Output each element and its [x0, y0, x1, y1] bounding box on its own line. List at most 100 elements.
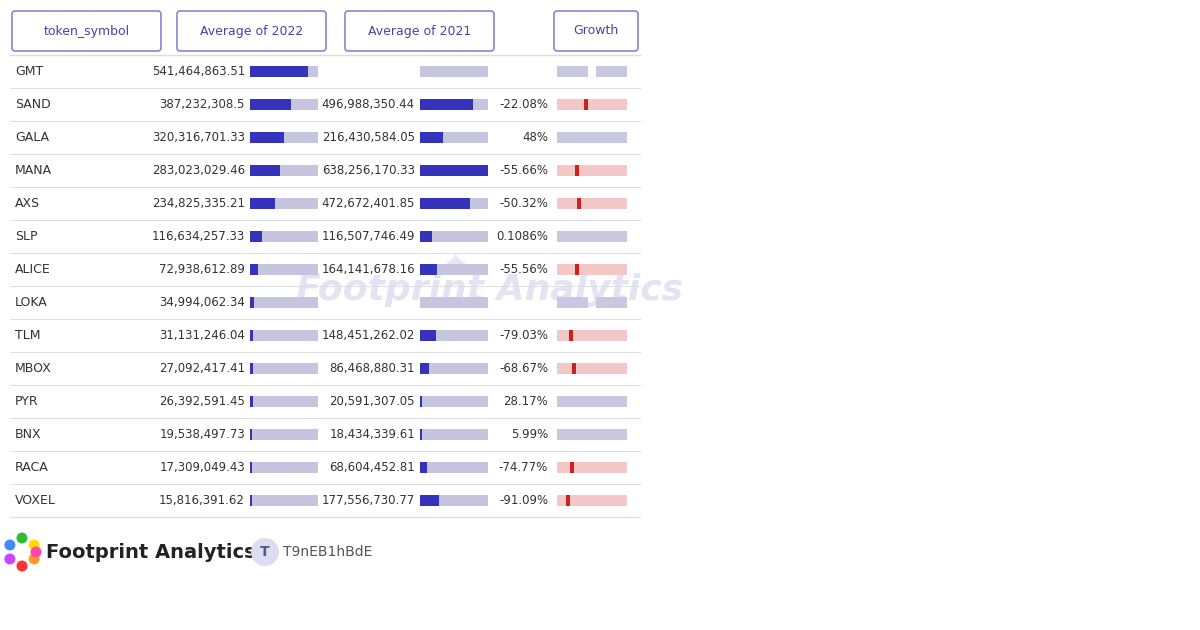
Text: 164,141,678.16: 164,141,678.16 — [322, 263, 415, 276]
Text: Footprint Analytics: Footprint Analytics — [46, 542, 256, 561]
Bar — [571, 364, 576, 374]
Text: BNX: BNX — [14, 428, 42, 441]
Text: T: T — [260, 545, 270, 559]
FancyBboxPatch shape — [554, 11, 638, 51]
Bar — [250, 297, 253, 308]
Bar — [557, 198, 628, 209]
Text: 320,316,701.33: 320,316,701.33 — [152, 131, 245, 144]
Circle shape — [29, 539, 40, 551]
Bar — [557, 99, 628, 110]
Bar — [420, 364, 430, 374]
Bar — [250, 132, 318, 143]
Text: 116,634,257.33: 116,634,257.33 — [151, 230, 245, 243]
Circle shape — [5, 539, 16, 551]
Text: 34,994,062.34: 34,994,062.34 — [160, 296, 245, 309]
Circle shape — [251, 538, 278, 566]
Bar — [557, 66, 588, 77]
Bar — [250, 429, 318, 440]
Text: TLM: TLM — [14, 329, 41, 342]
Bar — [420, 99, 488, 110]
Text: Growth: Growth — [574, 25, 619, 38]
Bar — [250, 264, 318, 275]
Bar — [557, 330, 628, 341]
Text: 15,816,391.62: 15,816,391.62 — [160, 494, 245, 507]
Bar — [420, 165, 488, 176]
Circle shape — [29, 554, 40, 564]
Bar — [250, 495, 318, 506]
Text: -55.56%: -55.56% — [499, 263, 548, 276]
FancyBboxPatch shape — [346, 11, 494, 51]
Text: -50.32%: -50.32% — [499, 197, 548, 210]
Text: ✦: ✦ — [443, 251, 468, 280]
Bar — [250, 396, 253, 407]
Text: Average of 2022: Average of 2022 — [200, 25, 304, 38]
Text: 472,672,401.85: 472,672,401.85 — [322, 197, 415, 210]
Bar — [250, 66, 318, 77]
Bar — [569, 330, 572, 341]
Bar — [420, 429, 422, 440]
Bar — [577, 198, 581, 209]
Bar — [420, 495, 488, 506]
Text: MBOX: MBOX — [14, 362, 52, 375]
Bar — [420, 99, 473, 110]
Bar — [557, 297, 588, 308]
Bar — [420, 66, 488, 77]
Bar — [250, 495, 252, 506]
Bar — [420, 495, 439, 506]
Bar — [250, 364, 318, 374]
Bar — [557, 132, 628, 143]
Bar — [250, 132, 284, 143]
Bar — [420, 330, 488, 341]
Text: 638,256,170.33: 638,256,170.33 — [322, 164, 415, 177]
Text: 17,309,049.43: 17,309,049.43 — [160, 461, 245, 474]
Bar — [250, 231, 263, 242]
Text: -74.77%: -74.77% — [499, 461, 548, 474]
Text: 26,392,591.45: 26,392,591.45 — [160, 395, 245, 408]
Text: 5.99%: 5.99% — [511, 428, 548, 441]
Bar — [575, 264, 580, 275]
Bar — [250, 330, 253, 341]
Text: 541,464,863.51: 541,464,863.51 — [151, 65, 245, 78]
Bar — [420, 429, 488, 440]
Bar — [420, 297, 488, 308]
Text: ALICE: ALICE — [14, 263, 50, 276]
Bar — [420, 231, 488, 242]
Bar — [250, 99, 292, 110]
Bar — [420, 132, 488, 143]
Text: 20,591,307.05: 20,591,307.05 — [330, 395, 415, 408]
Text: 234,825,335.21: 234,825,335.21 — [152, 197, 245, 210]
Bar — [250, 99, 318, 110]
Text: 28.17%: 28.17% — [503, 395, 548, 408]
Text: SAND: SAND — [14, 98, 50, 111]
Bar — [420, 364, 488, 374]
Bar — [420, 198, 488, 209]
Bar — [557, 364, 628, 374]
Bar — [250, 429, 252, 440]
Bar — [420, 330, 436, 341]
Bar — [584, 99, 588, 110]
Bar — [250, 198, 318, 209]
Text: VOXEL: VOXEL — [14, 494, 56, 507]
Text: 148,451,262.02: 148,451,262.02 — [322, 329, 415, 342]
Bar — [250, 231, 318, 242]
Text: 177,556,730.77: 177,556,730.77 — [322, 494, 415, 507]
Text: 31,131,246.04: 31,131,246.04 — [160, 329, 245, 342]
Bar — [557, 264, 628, 275]
Text: T9nEB1hBdE: T9nEB1hBdE — [283, 545, 372, 559]
Bar — [250, 364, 253, 374]
Text: SLP: SLP — [14, 230, 37, 243]
Bar — [420, 231, 432, 242]
Bar — [420, 264, 488, 275]
Bar — [250, 165, 318, 176]
Circle shape — [5, 554, 16, 564]
Text: 72,938,612.89: 72,938,612.89 — [160, 263, 245, 276]
Bar — [420, 198, 470, 209]
Bar — [250, 165, 280, 176]
Bar — [250, 330, 318, 341]
Bar — [557, 396, 628, 407]
Text: 68,604,452.81: 68,604,452.81 — [329, 461, 415, 474]
Bar — [420, 132, 443, 143]
Circle shape — [17, 561, 28, 571]
Text: 19,538,497.73: 19,538,497.73 — [160, 428, 245, 441]
Bar — [250, 198, 275, 209]
